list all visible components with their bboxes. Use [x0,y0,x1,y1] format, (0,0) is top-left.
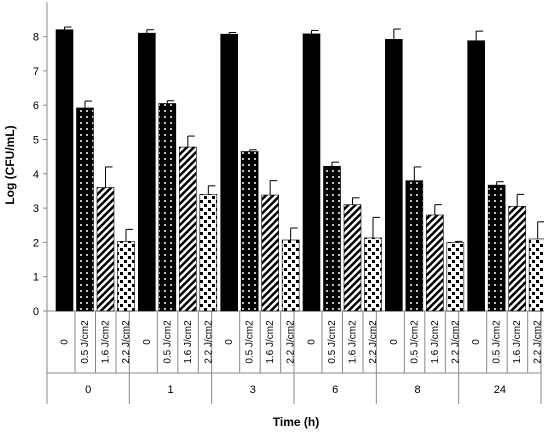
treatment-label: 0.5 J/cm2 [80,320,91,364]
treatment-label: 0.5 J/cm2 [409,320,420,364]
bar [96,187,115,312]
treatment-label: 1.6 J/cm2 [101,320,112,364]
group-label: 0 [85,384,91,396]
bar [138,32,156,312]
group-label: 1 [167,384,173,396]
bar [117,241,135,312]
treatment-label: 0.5 J/cm2 [245,320,256,364]
bar [302,33,321,312]
y-tick-label: 3 [33,203,39,215]
treatment-label: 1.6 J/cm2 [430,320,441,364]
treatment-label: 2.2 J/cm2 [368,320,379,364]
treatment-label: 2.2 J/cm2 [203,320,214,364]
treatment-label: 2.2 J/cm2 [450,320,461,364]
treatment-label: 0 [142,339,153,345]
treatment-label: 0 [307,339,318,345]
y-tick-label: 5 [33,135,39,147]
bar [508,206,526,312]
treatment-label: 2.2 J/cm2 [286,320,297,364]
bar [55,29,74,312]
bar [261,194,279,312]
bar [76,107,94,312]
y-tick-label: 8 [33,32,39,44]
bar [405,180,424,312]
bar [179,146,197,312]
bar [323,165,341,312]
y-axis-title: Log (CFU/mL) [3,125,17,204]
y-tick-label: 6 [33,100,39,112]
y-tick-label: 1 [33,272,39,284]
bar [281,239,300,312]
treatment-label: 1.6 J/cm2 [265,320,276,364]
group-label: 3 [250,384,256,396]
x-axis-title: Time (h) [273,415,319,429]
treatment-label: 0 [224,339,235,345]
bar [343,204,362,312]
treatment-label: 0 [389,339,400,345]
group-label: 8 [414,384,420,396]
bar [158,103,177,312]
bar [487,184,506,312]
treatment-label: 0.5 J/cm2 [162,320,173,364]
treatment-label: 1.6 J/cm2 [348,320,359,364]
treatment-label: 1.6 J/cm2 [183,320,194,364]
treatment-label: 0 [60,339,71,345]
treatment-label: 0.5 J/cm2 [492,320,503,364]
bar [385,39,403,312]
treatment-label: 2.2 J/cm2 [121,320,132,364]
y-tick-label: 7 [33,66,39,78]
y-tick-label: 0 [33,306,39,318]
treatment-label: 0 [471,339,482,345]
bar [240,151,259,312]
plot-area: 0 1 2 3 4 5 6 7 8 0 0.5 J/cm2 1.6 J/cm2 2.2 J/cm2 0 0 0… [33,2,544,404]
bar [364,237,382,312]
bar [426,214,444,312]
bar [446,242,465,312]
treatment-label: 2.2 J/cm2 [533,320,544,364]
bar [220,33,238,312]
bar [199,194,218,312]
treatment-label: 1.6 J/cm2 [512,320,523,364]
treatment-label: 0.5 J/cm2 [327,320,338,364]
bar [528,238,544,312]
group-label: 24 [494,384,506,396]
group-label: 6 [332,384,338,396]
y-tick-label: 2 [33,237,39,249]
bar [467,40,485,312]
y-tick-label: 4 [33,169,39,181]
